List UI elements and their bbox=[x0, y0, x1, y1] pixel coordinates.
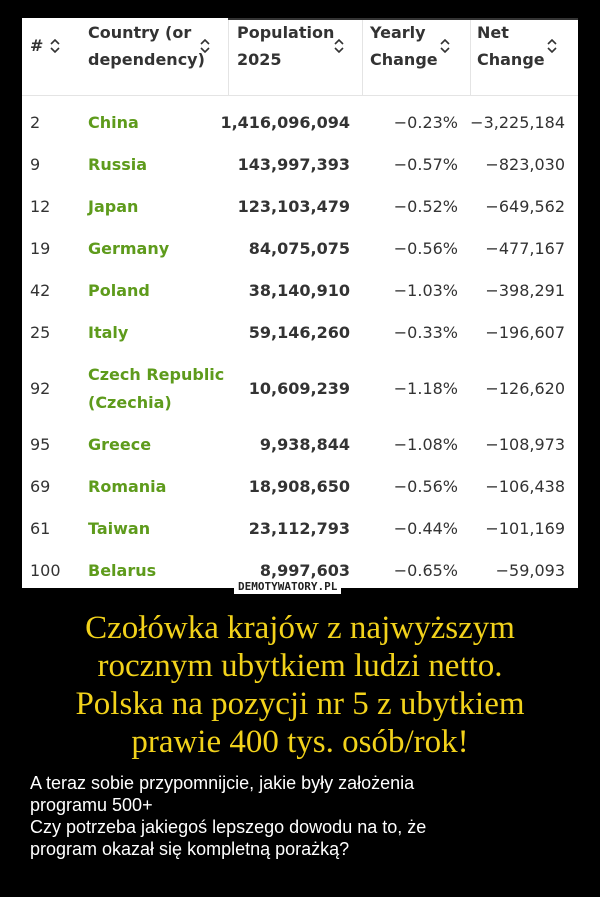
yearly-change: −0.44% bbox=[393, 519, 458, 538]
population: 1,416,096,094 bbox=[220, 113, 350, 132]
country: Russia bbox=[88, 155, 148, 174]
net-change: −196,607 bbox=[485, 323, 565, 342]
population: 38,140,910 bbox=[248, 281, 350, 300]
column-separator bbox=[362, 18, 363, 96]
rank: 61 bbox=[30, 519, 51, 538]
country: China bbox=[88, 113, 139, 132]
yearly-change: −1.08% bbox=[393, 435, 458, 454]
rank: 12 bbox=[30, 197, 51, 216]
population: 84,075,075 bbox=[248, 239, 350, 258]
rank: 25 bbox=[30, 323, 51, 342]
net-change: −477,167 bbox=[485, 239, 565, 258]
sort-icon[interactable] bbox=[200, 39, 210, 53]
population: 8,997,603 bbox=[259, 561, 350, 580]
body-line: Czy potrzeba jakiegoś lepszego dowodu na… bbox=[30, 817, 427, 837]
sort-icon[interactable] bbox=[334, 39, 344, 53]
column-separator bbox=[228, 18, 229, 96]
yearly-change: −1.18% bbox=[393, 379, 458, 398]
header-label: Yearly bbox=[370, 23, 426, 42]
yearly-change: −0.23% bbox=[393, 113, 458, 132]
rank: 42 bbox=[30, 281, 51, 300]
header-top-border bbox=[228, 18, 578, 20]
title-line: Czołówka krajów z najwyższym bbox=[85, 610, 515, 646]
yearly-change: −0.56% bbox=[393, 239, 458, 258]
population: 10,609,239 bbox=[248, 379, 350, 398]
header-label: # bbox=[30, 36, 44, 55]
net-change: −108,973 bbox=[485, 435, 565, 454]
country: Taiwan bbox=[88, 519, 151, 538]
title-line: prawie 400 tys. osób/rok! bbox=[131, 724, 469, 760]
country: Japan bbox=[88, 197, 139, 216]
rank: 100 bbox=[30, 561, 61, 580]
title-line: Polska na pozycji nr 5 z ubytkiem bbox=[75, 686, 525, 722]
net-change: −106,438 bbox=[485, 477, 565, 496]
net-change: −649,562 bbox=[485, 197, 565, 216]
rank: 19 bbox=[30, 239, 51, 258]
header-label: Population bbox=[237, 23, 335, 42]
rank: 69 bbox=[30, 477, 51, 496]
header-label: Change bbox=[477, 50, 545, 69]
rank: 92 bbox=[30, 379, 51, 398]
country: Romania bbox=[88, 477, 167, 496]
column-separator bbox=[470, 18, 471, 96]
yearly-change: −0.56% bbox=[393, 477, 458, 496]
net-change: −126,620 bbox=[485, 379, 565, 398]
header-label: Net bbox=[477, 23, 509, 42]
population: 23,112,793 bbox=[248, 519, 350, 538]
watermark: DEMOTYWATORY.PL bbox=[234, 580, 342, 594]
net-change: −3,225,184 bbox=[470, 113, 565, 132]
yearly-change: −0.65% bbox=[393, 561, 458, 580]
rank: 9 bbox=[30, 155, 41, 174]
header-border bbox=[22, 95, 578, 96]
country: Belarus bbox=[88, 561, 157, 580]
table: # Country (or dependency) Population 2025 Yea… bbox=[22, 18, 578, 588]
net-change: −101,169 bbox=[485, 519, 565, 538]
yearly-change: −0.52% bbox=[393, 197, 458, 216]
population: 123,103,479 bbox=[237, 197, 350, 216]
yearly-change: −1.03% bbox=[393, 281, 458, 300]
header-label: Change bbox=[370, 50, 438, 69]
yearly-change: −0.57% bbox=[393, 155, 458, 174]
rank: 2 bbox=[30, 113, 41, 132]
sort-icon[interactable] bbox=[547, 39, 557, 53]
country: Greece bbox=[88, 435, 152, 454]
population: 18,908,650 bbox=[248, 477, 350, 496]
rank: 95 bbox=[30, 435, 51, 454]
sort-icon[interactable] bbox=[50, 39, 60, 53]
header-label: dependency) bbox=[88, 50, 205, 69]
country: Germany bbox=[88, 239, 170, 258]
sort-icon[interactable] bbox=[440, 39, 450, 53]
country: Italy bbox=[88, 323, 129, 342]
body-line: program okazał się kompletną porażką? bbox=[30, 839, 350, 859]
country: Poland bbox=[88, 281, 150, 300]
population: 59,146,260 bbox=[248, 323, 350, 342]
header-label: Country (or bbox=[88, 23, 192, 42]
net-change: −59,093 bbox=[495, 561, 565, 580]
body-line: A teraz sobie przypomnijcie, jakie były … bbox=[30, 773, 415, 793]
body-line: programu 500+ bbox=[30, 795, 153, 815]
net-change: −823,030 bbox=[485, 155, 565, 174]
population: 9,938,844 bbox=[259, 435, 350, 454]
net-change: −398,291 bbox=[485, 281, 565, 300]
header-label: 2025 bbox=[237, 50, 282, 69]
country: Czech Republic (Czechia) bbox=[88, 365, 225, 412]
yearly-change: −0.33% bbox=[393, 323, 458, 342]
title-line: rocznym ubytkiem ludzi netto. bbox=[97, 648, 503, 684]
population: 143,997,393 bbox=[237, 155, 350, 174]
